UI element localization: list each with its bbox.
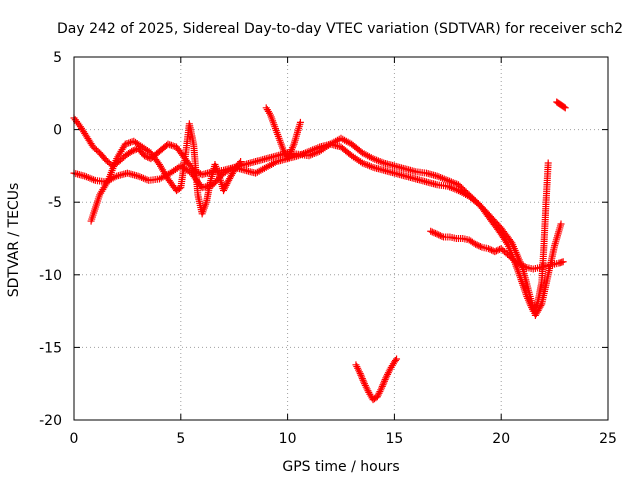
- y-tick-label: -15: [39, 340, 62, 356]
- series-track-7: [352, 355, 401, 404]
- data-point: [427, 227, 435, 235]
- data-point: [430, 229, 438, 237]
- data-point: [128, 147, 136, 155]
- data-points: [70, 98, 569, 404]
- data-point: [488, 246, 496, 254]
- series-track-2: [70, 140, 565, 319]
- y-tick-label: -10: [39, 268, 62, 284]
- data-point: [537, 301, 545, 309]
- x-tick-label: 15: [385, 431, 403, 447]
- data-point: [380, 379, 388, 387]
- y-axis-label: SDTVAR / TECUs: [6, 183, 22, 298]
- series-track-5: [427, 227, 567, 273]
- data-point: [379, 381, 387, 389]
- data-point: [473, 241, 481, 249]
- data-point: [560, 103, 568, 111]
- data-point: [559, 258, 567, 266]
- y-tick-label: -20: [39, 413, 62, 429]
- data-point: [492, 247, 500, 255]
- data-point: [360, 378, 368, 386]
- series-track-4: [262, 104, 304, 163]
- y-tick-label: -5: [48, 195, 62, 211]
- data-point: [393, 355, 401, 363]
- data-point: [140, 152, 148, 160]
- x-tick-label: 10: [279, 431, 297, 447]
- data-point: [237, 158, 245, 166]
- data-point: [518, 261, 526, 269]
- data-point: [380, 377, 388, 385]
- plot-frame: [73, 56, 609, 421]
- data-point: [378, 382, 386, 390]
- y-tick-label: 5: [53, 50, 62, 66]
- data-point: [175, 185, 183, 193]
- data-point: [432, 229, 440, 237]
- data-point: [496, 245, 504, 253]
- axis-ticks: 0 5 10 15 20 25 -20 -15 -10 -5 0 5: [39, 50, 617, 447]
- series-track-3: [87, 120, 245, 225]
- x-tick-label: 5: [176, 431, 185, 447]
- data-point: [491, 248, 499, 256]
- data-point: [486, 245, 494, 253]
- data-point: [296, 118, 304, 126]
- gridlines: [74, 57, 608, 420]
- data-point: [476, 242, 484, 250]
- data-point: [433, 230, 441, 238]
- data-point: [435, 231, 443, 239]
- x-tick-label: 20: [492, 431, 510, 447]
- x-tick-label: 25: [599, 431, 617, 447]
- data-point: [391, 356, 399, 364]
- data-point: [436, 232, 444, 240]
- data-point: [129, 147, 137, 155]
- data-point: [142, 152, 150, 160]
- chart-title: Day 242 of 2025, Sidereal Day-to-day VTE…: [57, 21, 623, 37]
- data-point: [428, 228, 436, 236]
- data-point: [516, 261, 524, 269]
- y-tick-label: 0: [53, 123, 62, 139]
- data-point: [358, 373, 366, 381]
- data-point: [359, 376, 367, 384]
- data-point: [381, 376, 389, 384]
- data-point: [438, 232, 446, 240]
- data-point: [520, 262, 528, 270]
- x-axis-label: GPS time / hours: [282, 459, 399, 475]
- data-point: [357, 371, 365, 379]
- data-point: [378, 384, 386, 392]
- data-point: [358, 375, 366, 383]
- data-point: [557, 220, 565, 228]
- data-point: [507, 237, 515, 245]
- series-track-6: [553, 98, 569, 112]
- data-point: [475, 242, 483, 250]
- x-tick-label: 0: [70, 431, 79, 447]
- data-point: [561, 104, 569, 112]
- data-point: [356, 370, 364, 378]
- data-point: [521, 263, 529, 271]
- data-point: [544, 159, 552, 167]
- data-point: [484, 245, 492, 253]
- data-point: [472, 240, 480, 248]
